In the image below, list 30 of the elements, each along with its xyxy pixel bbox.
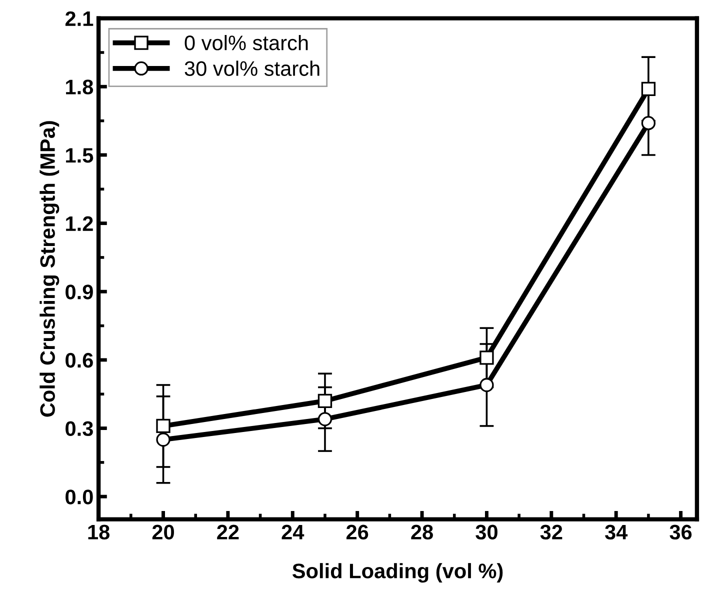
x-tick-label: 32 [540,524,562,540]
y-tick-label: 2.1 [65,11,94,26]
y-tick-label: 0.0 [66,490,93,504]
point [480,378,494,392]
x-axis-title: Solid Loading (vol %) [292,563,503,583]
point [156,418,170,434]
x-tick-label: 30 [476,524,498,540]
x-tick-label: 22 [217,524,239,540]
y-tick-label: 0.6 [66,352,93,368]
y-tick-label: 1.8 [66,80,94,94]
y-tick-label: 1.2 [66,216,93,231]
y-tick-label: 1.5 [66,148,94,163]
x-tick-label: 20 [152,524,174,540]
x-tick-label: 18 [88,524,110,540]
x-tick-label: 34 [604,524,628,540]
point [318,412,332,426]
x-tick-label: 36 [670,524,692,540]
point [156,432,170,447]
y-tick-label: 0.9 [66,284,93,300]
point [641,116,656,130]
point [480,350,494,365]
x-tick-label: 24 [282,524,304,540]
y-tick-label: 0.3 [66,421,93,436]
legend-label: 0 vol% starch [184,34,308,50]
legend-label: 30 vol% starch [184,60,320,76]
y-axis-title: Cold Crushing Strength (MPa) [40,121,60,417]
point [318,394,332,408]
x-tick-label: 26 [346,524,368,540]
point [641,82,656,96]
x-tick-label: 28 [411,524,433,540]
